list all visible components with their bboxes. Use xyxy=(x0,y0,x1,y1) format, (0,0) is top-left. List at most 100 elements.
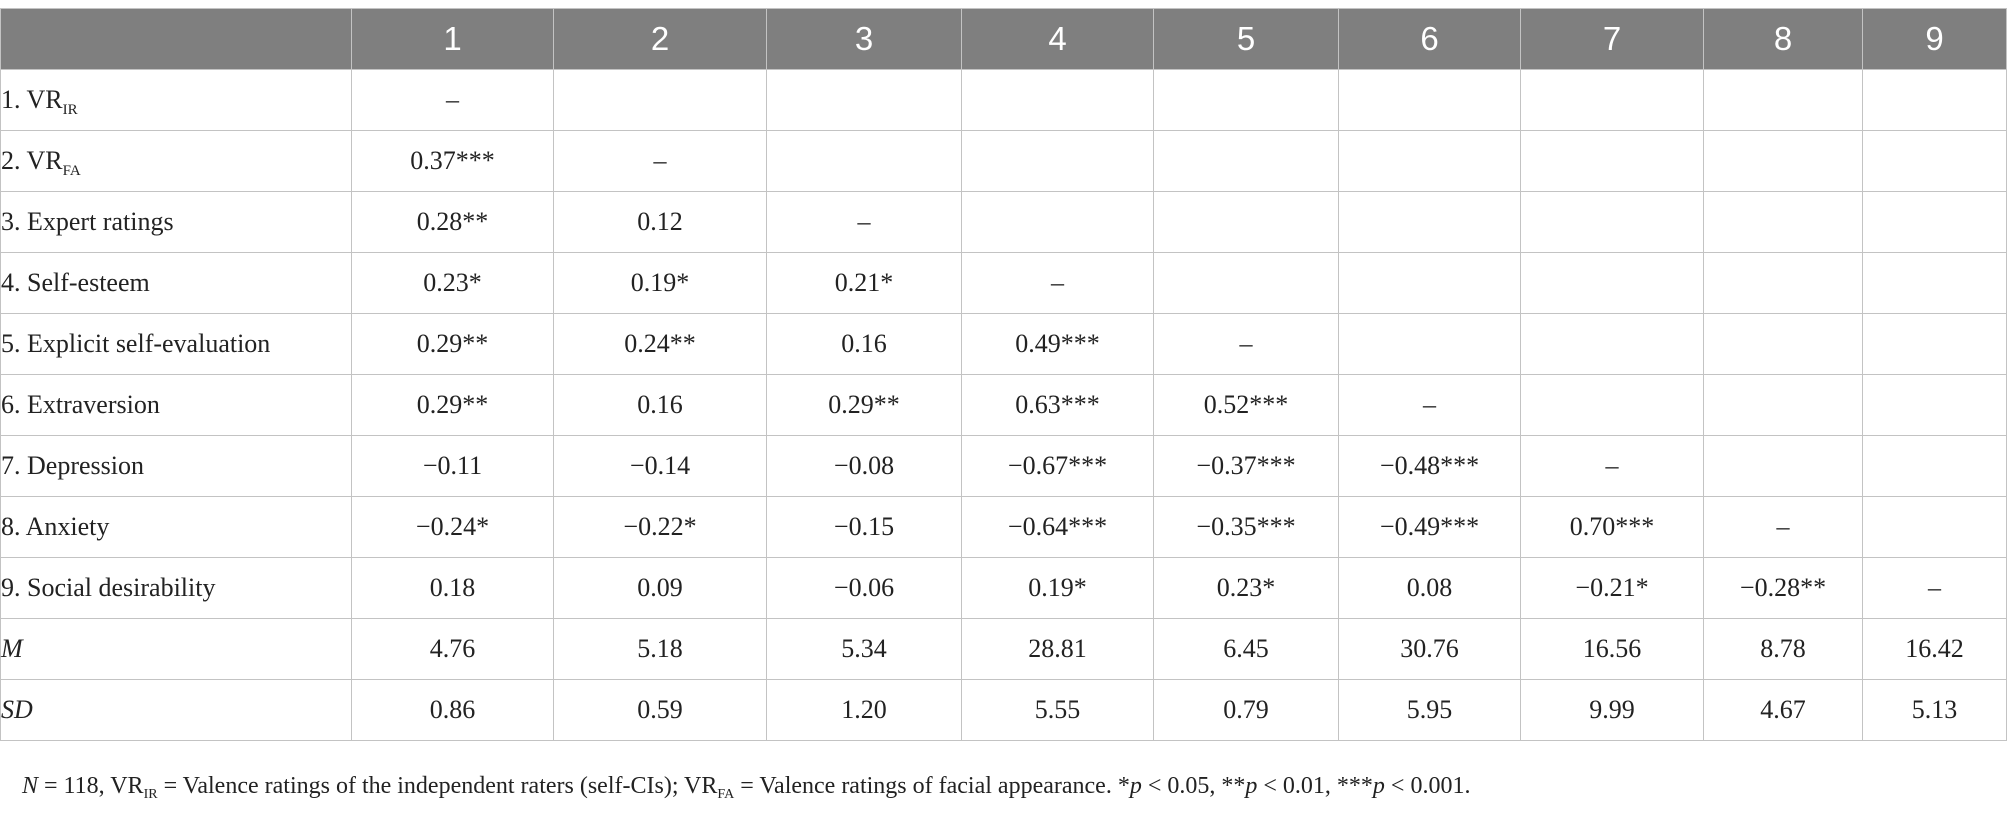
table-cell: −0.64*** xyxy=(961,496,1154,558)
table-row: 7. Depression −0.11 −0.14 −0.08 −0.67*** −0.3… xyxy=(0,435,2007,497)
cell-value: 0.16 xyxy=(841,329,887,358)
cell-value: −0.24* xyxy=(415,512,490,541)
cell-value: 0.23* xyxy=(1216,573,1276,602)
table-cell xyxy=(1520,191,1704,253)
table-cell: 0.52*** xyxy=(1153,374,1339,436)
table-cell: 5.95 xyxy=(1338,679,1521,741)
table-cell: −0.35*** xyxy=(1153,496,1339,558)
row-label-text: SD xyxy=(1,695,33,724)
note-p1: p xyxy=(1129,773,1142,799)
table-cell: 9.99 xyxy=(1520,679,1704,741)
table-cell xyxy=(961,69,1154,131)
row-label: 6. Extraversion xyxy=(0,374,352,436)
row-label-text: 1. VR xyxy=(1,85,63,114)
row-label: 1. VRIR xyxy=(0,69,352,131)
table-cell xyxy=(1153,252,1339,314)
cell-value: −0.48*** xyxy=(1379,451,1480,480)
table-row: 5. Explicit self-evaluation 0.29** 0.24** 0… xyxy=(0,313,2007,375)
cell-value: −0.22* xyxy=(623,512,697,541)
table-cell xyxy=(1338,252,1521,314)
cell-value: 0.12 xyxy=(637,207,683,236)
cell-value: 30.76 xyxy=(1400,634,1459,663)
table-cell: 5.18 xyxy=(553,618,767,680)
cell-value: 0.37*** xyxy=(410,146,495,175)
note-sig2-star: ** xyxy=(1221,773,1246,799)
table-cell: – xyxy=(1520,435,1704,497)
table-cell: 8.78 xyxy=(1703,618,1863,680)
table-cell xyxy=(1703,313,1863,375)
cell-value: 9.99 xyxy=(1589,695,1635,724)
table-cell: 4.67 xyxy=(1703,679,1863,741)
table-cell xyxy=(1520,313,1704,375)
table-note: N = 118, VRIR = Valence ratings of the i… xyxy=(22,773,1470,802)
cell-value: 0.21* xyxy=(834,268,894,297)
column-header-5: 5 xyxy=(1153,8,1339,70)
table-cell xyxy=(1338,313,1521,375)
cell-value: 1.20 xyxy=(841,695,887,724)
table-cell: −0.48*** xyxy=(1338,435,1521,497)
cell-value: 28.81 xyxy=(1028,634,1087,663)
row-label-subscript: FA xyxy=(62,163,81,179)
cell-value: 0.18 xyxy=(429,573,476,602)
table-cell: 16.42 xyxy=(1862,618,2007,680)
table-cell: 5.13 xyxy=(1862,679,2007,741)
table-cell: −0.06 xyxy=(766,557,962,619)
cell-value: −0.08 xyxy=(833,451,895,480)
table-cell xyxy=(1862,252,2007,314)
row-label: 3. Expert ratings xyxy=(0,191,352,253)
table-cell: −0.49*** xyxy=(1338,496,1521,558)
column-header-1: 1 xyxy=(351,8,554,70)
row-label: 8. Anxiety xyxy=(0,496,352,558)
table-cell: 0.49*** xyxy=(961,313,1154,375)
row-label-text: M xyxy=(1,634,23,663)
row-label-subscript: IR xyxy=(62,102,78,118)
table-cell xyxy=(1153,130,1339,192)
table-cell xyxy=(1520,374,1704,436)
cell-value: −0.06 xyxy=(833,573,895,602)
row-label: 5. Explicit self-evaluation xyxy=(0,313,352,375)
cell-value: −0.15 xyxy=(833,512,895,541)
cell-value: 16.42 xyxy=(1905,634,1964,663)
cell-value: – xyxy=(1051,268,1064,297)
table-cell xyxy=(1862,435,2007,497)
cell-value: – xyxy=(1928,573,1941,602)
table-cell: −0.67*** xyxy=(961,435,1154,497)
cell-value: 0.52*** xyxy=(1203,390,1289,419)
cell-value: – xyxy=(1239,329,1253,358)
cell-value: 0.29** xyxy=(416,329,489,358)
cell-value: −0.37*** xyxy=(1196,451,1296,480)
row-label: 4. Self-esteem xyxy=(0,252,352,314)
table-cell: 0.24** xyxy=(553,313,767,375)
cell-value: 0.59 xyxy=(637,695,683,724)
table-cell: – xyxy=(351,69,554,131)
table-cell: 16.56 xyxy=(1520,618,1704,680)
cell-value: 5.34 xyxy=(841,634,887,663)
cell-value: – xyxy=(1423,390,1436,419)
cell-value: 4.76 xyxy=(429,634,476,663)
table-row: 3. Expert ratings 0.28** 0.12 – xyxy=(0,191,2007,253)
note-p2: p xyxy=(1245,773,1258,799)
table-row: 6. Extraversion 0.29** 0.16 0.29** 0.63*** 0.… xyxy=(0,374,2007,436)
row-label-text: 3. Expert ratings xyxy=(1,207,174,236)
table-cell: −0.14 xyxy=(553,435,767,497)
note-sig1-star: * xyxy=(1117,773,1130,799)
row-label: SD xyxy=(0,679,352,741)
cell-value: 8.78 xyxy=(1760,634,1806,663)
cell-value: 0.08 xyxy=(1406,573,1453,602)
row-label: 7. Depression xyxy=(0,435,352,497)
column-header-4: 4 xyxy=(961,8,1154,70)
table-cell xyxy=(961,130,1154,192)
table-cell xyxy=(1862,191,2007,253)
note-p3: p xyxy=(1372,773,1385,799)
table-cell: – xyxy=(1338,374,1521,436)
cell-value: – xyxy=(857,207,871,236)
table-cell xyxy=(1862,313,2007,375)
table-cell: −0.28** xyxy=(1703,557,1863,619)
table-row: 8. Anxiety −0.24* −0.22* −0.15 −0.64*** −0.35… xyxy=(0,496,2007,558)
table-cell: – xyxy=(1153,313,1339,375)
column-header-2: 2 xyxy=(553,8,767,70)
table-cell: 0.21* xyxy=(766,252,962,314)
cell-value: – xyxy=(1605,451,1619,480)
row-label: M xyxy=(0,618,352,680)
cell-value: 5.55 xyxy=(1034,695,1081,724)
